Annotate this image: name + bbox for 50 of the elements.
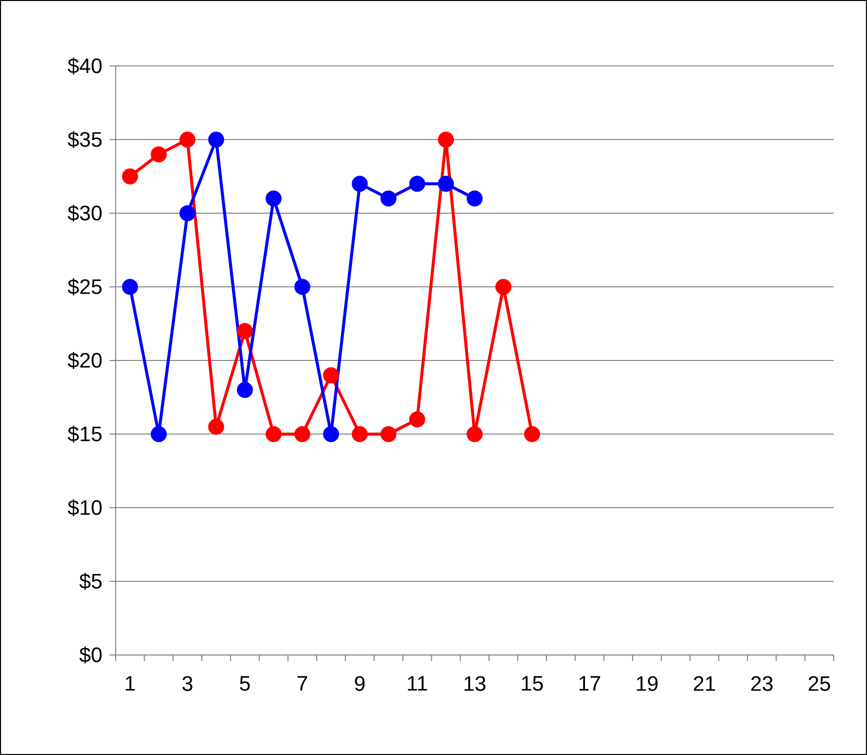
point: [150, 146, 167, 162]
y-tick-label: $5: [79, 572, 102, 590]
point: [179, 132, 196, 148]
x-tick-label: 1: [126, 676, 135, 691]
x-tick-label: 23: [751, 676, 773, 691]
point: [236, 323, 253, 340]
x-tick-label: 21: [694, 676, 716, 691]
point: [323, 367, 340, 384]
point: [352, 176, 368, 192]
point: [179, 205, 196, 222]
y-tick-label: $30: [68, 204, 102, 222]
point: [409, 176, 426, 192]
point: [266, 426, 282, 442]
point: [352, 426, 368, 442]
point: [208, 132, 224, 148]
y-tick-label: $25: [68, 278, 102, 296]
point: [466, 426, 483, 442]
y-tick-label: $20: [68, 352, 102, 369]
point: [236, 382, 253, 398]
point: [380, 426, 396, 442]
y-tick-label: $10: [68, 499, 102, 516]
point: [294, 278, 310, 295]
point: [466, 190, 483, 207]
y-tick-label: $40: [68, 58, 102, 74]
point: [122, 278, 138, 295]
x-tick-label: 13: [464, 676, 486, 691]
x-tick-label: 3: [182, 676, 192, 691]
point: [122, 168, 138, 184]
point: [438, 176, 454, 192]
point: [380, 190, 396, 207]
point: [409, 411, 426, 428]
x-tick-label: 7: [298, 676, 308, 691]
point: [438, 132, 454, 148]
point: [294, 426, 310, 442]
y-tick-label: $35: [68, 131, 102, 148]
x-tick-label: 17: [579, 676, 600, 691]
x-tick-label: 9: [354, 676, 365, 691]
y-tick-label: $0: [79, 646, 102, 664]
point: [323, 426, 340, 442]
x-tick-label: 5: [240, 676, 250, 691]
point: [208, 418, 224, 435]
y-tick-label: $15: [68, 426, 102, 443]
point: [524, 426, 540, 442]
point: [150, 426, 167, 442]
x-tick-label: 15: [522, 676, 543, 691]
x-tick-label: 25: [808, 676, 830, 691]
point: [495, 278, 512, 295]
point: [266, 190, 282, 207]
x-tick-label: 11: [408, 676, 428, 691]
x-tick-label: 19: [636, 676, 658, 691]
